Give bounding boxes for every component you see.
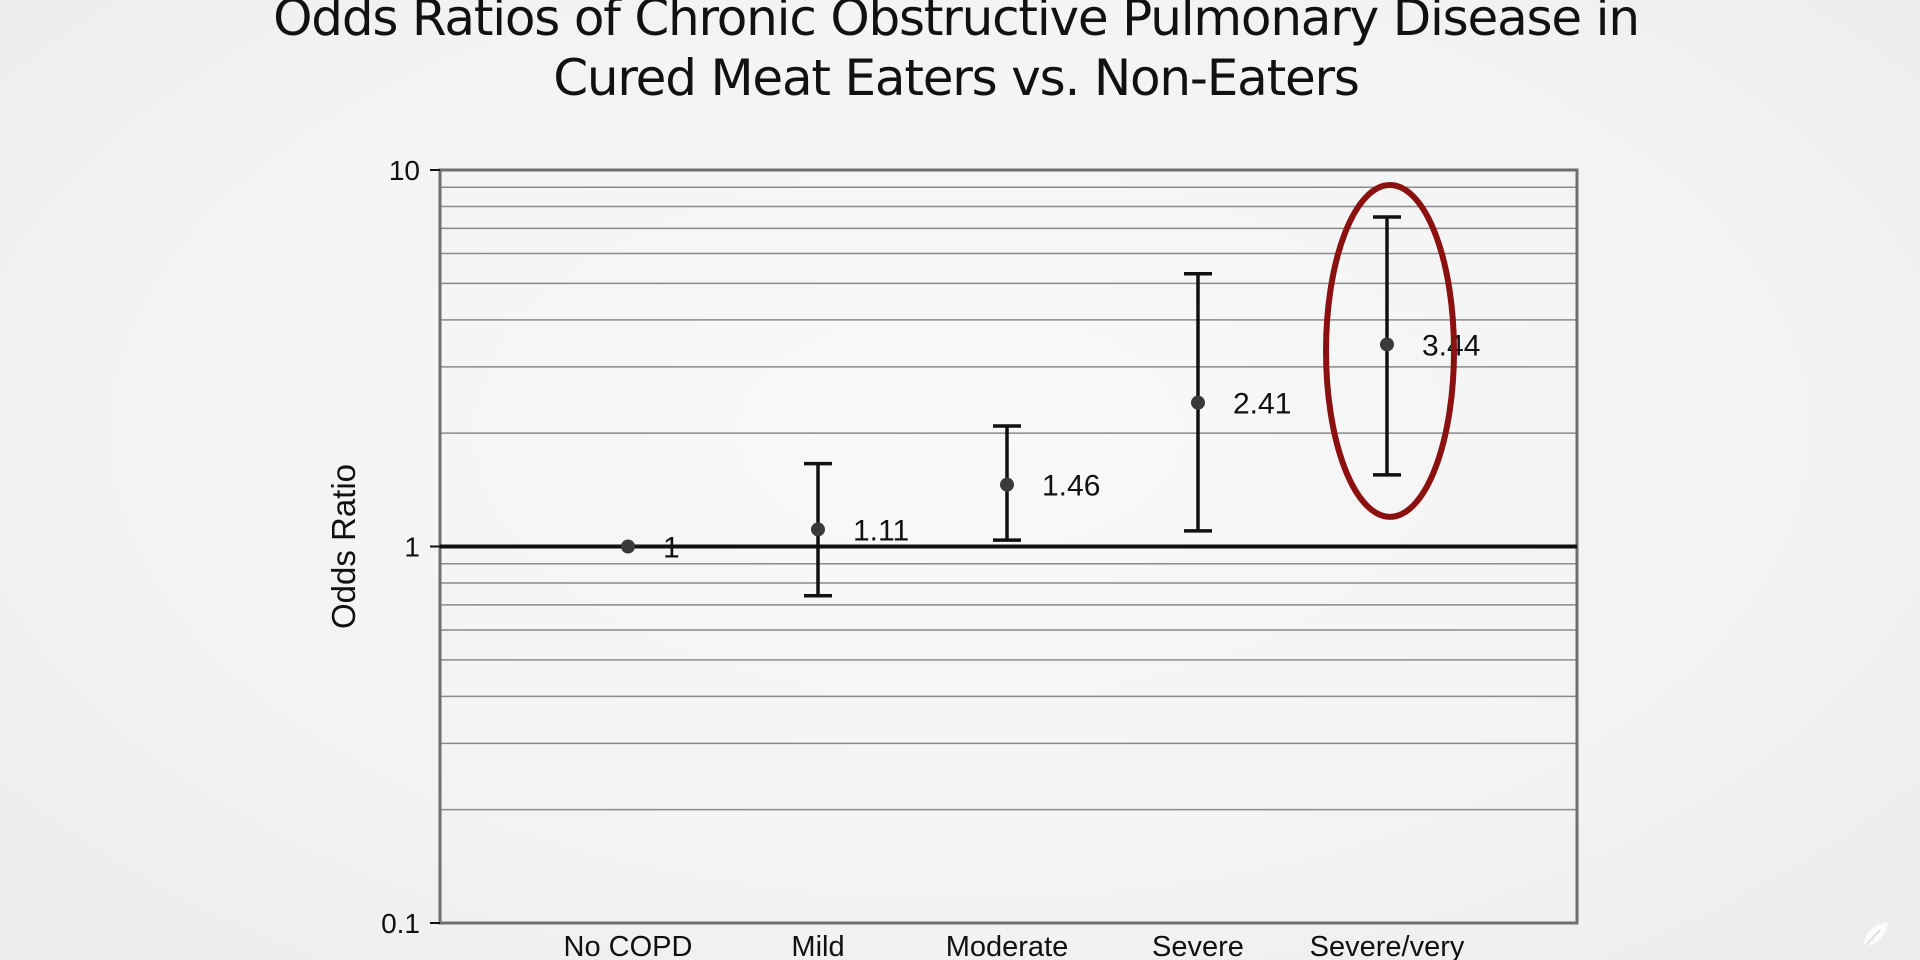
x-category-label: Moderate <box>946 931 1069 960</box>
data-point <box>1191 395 1205 410</box>
data-point <box>811 522 825 537</box>
data-point-group: 3.44 <box>1373 215 1480 477</box>
y-axis-label: Odds Ratio <box>325 464 362 629</box>
data-point <box>621 539 635 554</box>
chart-title-line-1: Odds Ratios of Chronic Obstructive Pulmo… <box>273 0 1640 47</box>
data-point <box>1000 477 1014 492</box>
y-tick-label: 10 <box>389 155 420 186</box>
highlight-ellipse <box>1323 182 1457 520</box>
x-category-label: Mild <box>791 931 844 960</box>
data-label: 1.46 <box>1042 470 1100 503</box>
x-axis-labels: No COPD Mild Moderate Severe Severe/very <box>564 931 1465 960</box>
y-axis-ticks: 0.1 1 10 <box>381 155 440 939</box>
y-tick-label: 0.1 <box>381 908 420 939</box>
x-category-label: Severe <box>1152 931 1244 960</box>
chart-title-line-2: Cured Meat Eaters vs. Non-Eaters <box>553 49 1360 107</box>
leaf-logo-icon <box>1864 922 1888 946</box>
y-tick-label: 1 <box>404 532 420 563</box>
data-label: 2.41 <box>1233 388 1291 421</box>
data-label: 1 <box>663 532 680 565</box>
data-point <box>1380 337 1394 352</box>
data-point-group: 1.46 <box>993 424 1100 542</box>
data-point-group: 2.41 <box>1184 272 1291 533</box>
data-point-group: 1.11 <box>804 461 909 598</box>
x-category-label: No COPD <box>564 931 693 960</box>
x-category-label: Severe/very <box>1310 931 1465 960</box>
data-point-group: 1 <box>621 532 680 565</box>
data-label: 1.11 <box>853 514 909 547</box>
chart-title: Odds Ratios of Chronic Obstructive Pulmo… <box>0 0 1912 108</box>
data-marks: 1 1.11 1.46 2.41 3.44 <box>621 215 1480 598</box>
